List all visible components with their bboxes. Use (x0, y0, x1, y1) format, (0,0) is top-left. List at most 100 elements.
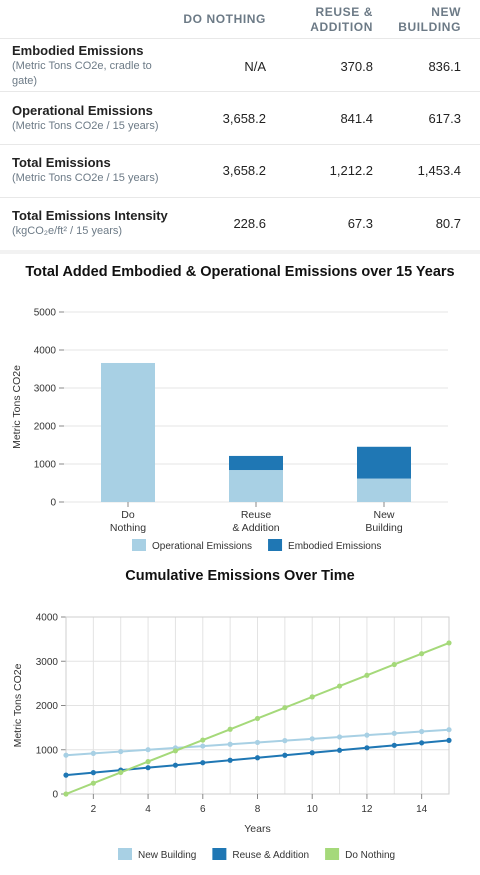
legend-label-operational-emissions: Operational Emissions (152, 541, 252, 552)
y-axis-label: Metric Tons CO2e (11, 365, 23, 449)
table-header: DO NOTHING REUSE & ADDITION NEW BUILDING (0, 0, 480, 39)
row-title: Total Emissions (12, 155, 111, 170)
cell-value: 1,453.4 (417, 163, 461, 178)
x-tick-label: 2 (91, 804, 97, 815)
column-header-reuse-addition: REUSE & ADDITION (310, 5, 373, 34)
cell-value: N/A (244, 59, 266, 74)
legend-swatch-do-nothing (325, 848, 340, 860)
legend-swatch-operational-emissions (132, 539, 146, 551)
stacked-bar-chart: 0 1000 2000 3000 4000 5000 Metric Tons CO2e Do N… (11, 308, 448, 552)
data-point-new-building (309, 736, 315, 742)
data-point-do-nothing (336, 683, 343, 689)
data-point-reuse-addition (391, 742, 397, 748)
data-point-new-building (227, 741, 233, 747)
data-point-reuse-addition (336, 747, 343, 753)
bar-operational-emissions (101, 362, 155, 502)
legend-label-do-nothing: Do Nothing (345, 850, 395, 861)
bar-operational-emissions (229, 470, 283, 502)
cell-value: 370.8 (340, 59, 373, 74)
data-point-reuse-addition (63, 772, 69, 778)
data-point-do-nothing (282, 705, 288, 711)
cell-value: 841.4 (340, 111, 373, 126)
data-point-do-nothing (254, 715, 261, 722)
legend-swatch-embodied-emissions (268, 539, 283, 551)
line-chart: 0 1000 2000 3000 4000 2 4 6 8 10 12 14 Years Metric T… (12, 613, 452, 861)
table-row: Operational Emissions (Metric Tons CO2e … (0, 92, 480, 145)
data-point-new-building (282, 738, 288, 744)
data-point-do-nothing (446, 640, 452, 646)
x-tick-label: 12 (361, 804, 373, 815)
data-point-reuse-addition (227, 757, 233, 763)
data-point-do-nothing (309, 694, 315, 700)
y-tick-label: 4000 (34, 346, 57, 357)
y-tick-label: 1000 (36, 745, 59, 756)
y-tick-label: 3000 (36, 657, 59, 668)
bar-embodied-emissions (229, 455, 283, 471)
data-point-new-building (90, 750, 96, 756)
data-point-new-building (145, 747, 151, 753)
cell-value: 3,658.2 (222, 163, 266, 178)
cell-value: 228.6 (233, 216, 266, 231)
legend-swatch-reuse-addition (212, 848, 227, 860)
data-point-do-nothing (145, 759, 151, 765)
column-header-do-nothing: DO NOTHING (183, 12, 266, 26)
data-point-reuse-addition (309, 750, 315, 756)
data-point-new-building (200, 743, 206, 749)
data-point-new-building (446, 727, 452, 733)
cell-value: 836.1 (428, 59, 461, 74)
section-divider (0, 250, 480, 254)
row-subtitle: (Metric Tons CO2e / 15 years) (12, 120, 159, 132)
y-tick-label: 0 (50, 498, 56, 509)
data-point-new-building (63, 752, 69, 758)
data-point-reuse-addition (145, 765, 151, 771)
y-tick-label: 0 (52, 790, 58, 801)
row-title: Operational Emissions (12, 103, 153, 118)
data-point-do-nothing (63, 791, 69, 797)
row-subtitle: (Metric Tons CO2e, cradle to gate) (12, 60, 152, 87)
bar-embodied-emissions (357, 446, 411, 479)
data-point-new-building (391, 730, 397, 736)
legend-label-reuse-addition: Reuse & Addition (232, 850, 309, 861)
data-point-do-nothing (118, 769, 124, 776)
data-point-new-building (254, 739, 261, 746)
x-tick-label: 4 (145, 804, 151, 815)
cell-value: 617.3 (428, 111, 461, 126)
row-subtitle: (Metric Tons CO2e / 15 years) (12, 172, 159, 184)
legend-swatch-new-building (118, 848, 132, 860)
data-point-do-nothing (172, 748, 179, 754)
x-tick-label: Do Nothing (110, 509, 146, 534)
data-point-do-nothing (391, 661, 397, 668)
x-tick-label: Reuse & Addition (232, 509, 279, 534)
x-tick-label: 8 (255, 804, 261, 815)
data-point-do-nothing (227, 726, 233, 732)
data-point-reuse-addition (282, 752, 288, 758)
cell-value: 1,212.2 (329, 163, 373, 178)
data-point-new-building (364, 732, 370, 738)
data-point-do-nothing (90, 780, 96, 786)
table-row: Total Emissions (Metric Tons CO2e / 15 y… (0, 145, 480, 198)
cell-value: 3,658.2 (222, 111, 266, 126)
data-point-new-building (419, 728, 425, 735)
table-row: Total Emissions Intensity (kgCO₂e/ft² / … (0, 198, 480, 249)
data-point-reuse-addition (419, 740, 425, 746)
x-tick-label: 14 (416, 804, 428, 815)
cell-value: 80.7 (435, 216, 461, 231)
x-tick-label: New Building (365, 509, 403, 534)
table-row: Embodied Emissions (Metric Tons CO2e, cr… (0, 39, 480, 92)
x-axis-label: Years (244, 823, 270, 835)
y-tick-label: 2000 (36, 701, 59, 712)
data-point-reuse-addition (364, 745, 370, 751)
data-point-reuse-addition (254, 755, 261, 761)
data-point-reuse-addition (90, 770, 96, 776)
data-point-reuse-addition (446, 737, 452, 743)
x-tick-label: 10 (307, 804, 319, 815)
emissions-table: DO NOTHING REUSE & ADDITION NEW BUILDING… (0, 0, 480, 250)
bar-operational-emissions (357, 478, 411, 502)
y-axis-label: Metric Tons CO2e (12, 663, 24, 747)
row-title: Total Emissions Intensity (12, 208, 168, 223)
y-tick-label: 4000 (36, 613, 59, 624)
data-point-new-building (118, 748, 124, 755)
x-tick-label: 6 (200, 804, 206, 815)
bar-chart-title: Total Added Embodied & Operational Emiss… (25, 264, 455, 280)
y-tick-label: 2000 (34, 422, 57, 433)
